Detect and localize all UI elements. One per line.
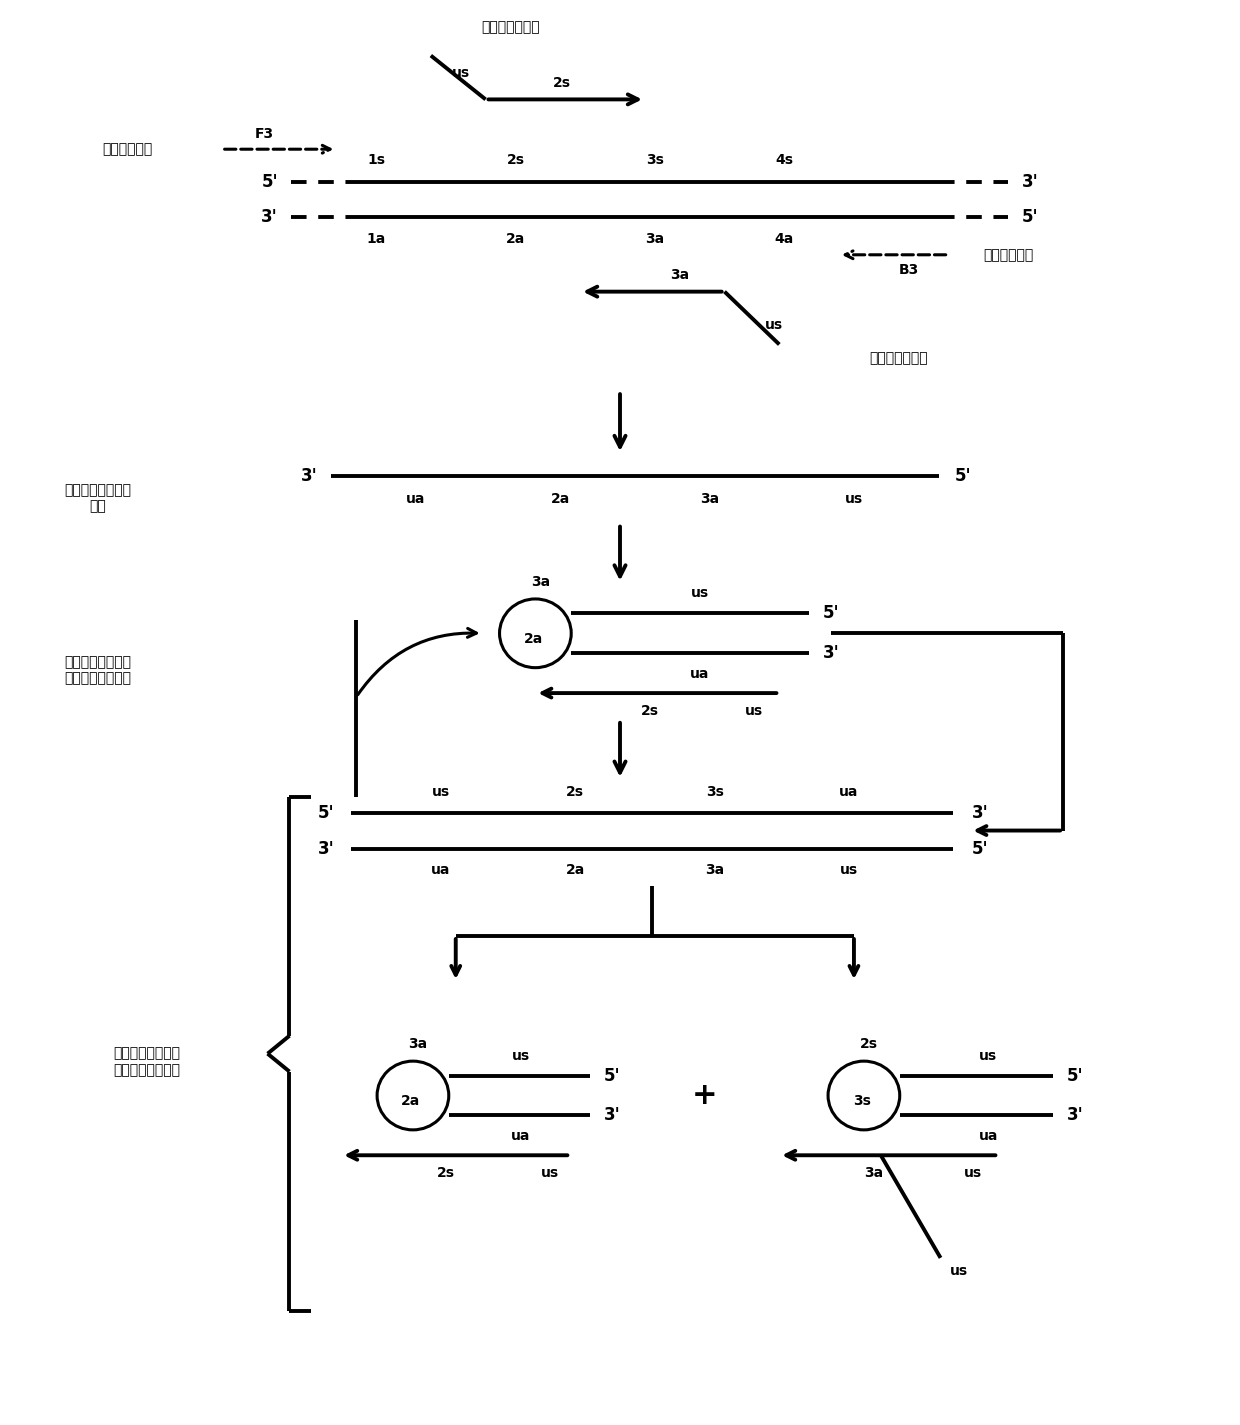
Text: 5': 5' bbox=[955, 467, 972, 485]
Text: 3s: 3s bbox=[853, 1094, 870, 1109]
Text: 3s: 3s bbox=[646, 152, 663, 167]
Text: B3: B3 bbox=[899, 262, 919, 276]
Text: 3a: 3a bbox=[706, 864, 724, 878]
Text: 正向剔离引物: 正向剔离引物 bbox=[102, 142, 153, 157]
Text: us: us bbox=[765, 318, 784, 332]
Text: 3': 3' bbox=[317, 841, 335, 858]
Text: 2s: 2s bbox=[436, 1166, 455, 1180]
Text: us: us bbox=[511, 1049, 529, 1063]
Text: 3a: 3a bbox=[531, 574, 549, 589]
Text: 正向内扩增引物: 正向内扩增引物 bbox=[481, 21, 539, 34]
Text: 3': 3' bbox=[262, 208, 278, 227]
Text: 3': 3' bbox=[972, 804, 988, 822]
Text: us: us bbox=[432, 785, 450, 798]
Text: 5': 5' bbox=[822, 604, 839, 623]
Text: 反向内扩增引物: 反向内扩增引物 bbox=[869, 352, 928, 365]
Text: 3a: 3a bbox=[701, 492, 719, 506]
Text: ua: ua bbox=[407, 492, 425, 506]
Text: 1a: 1a bbox=[367, 232, 386, 247]
Text: 2a: 2a bbox=[523, 633, 543, 647]
Text: 3a: 3a bbox=[864, 1166, 883, 1180]
Text: us: us bbox=[980, 1049, 997, 1063]
Text: 3': 3' bbox=[1022, 172, 1039, 191]
Text: 3': 3' bbox=[822, 644, 839, 663]
Text: 内扩增引物产物介
导的扩增反应过程: 内扩增引物产物介 导的扩增反应过程 bbox=[114, 1046, 181, 1077]
Text: us: us bbox=[691, 587, 709, 600]
Text: us: us bbox=[451, 66, 470, 80]
Text: 3': 3' bbox=[1066, 1106, 1084, 1124]
Text: 5': 5' bbox=[972, 841, 988, 858]
Text: 5': 5' bbox=[1022, 208, 1038, 227]
Text: 4s: 4s bbox=[775, 152, 794, 167]
Text: 反向剔离引物: 反向剔离引物 bbox=[983, 248, 1034, 262]
Text: 2a: 2a bbox=[402, 1094, 420, 1109]
Text: 3': 3' bbox=[604, 1106, 620, 1124]
Text: 2s: 2s bbox=[859, 1037, 878, 1050]
Text: 2a: 2a bbox=[506, 232, 525, 247]
Text: ua: ua bbox=[432, 864, 450, 878]
Text: ua: ua bbox=[839, 785, 858, 798]
Text: 2s: 2s bbox=[641, 704, 658, 718]
Text: 5': 5' bbox=[262, 172, 278, 191]
Text: ua: ua bbox=[689, 667, 709, 681]
Text: 5': 5' bbox=[317, 804, 335, 822]
Text: 3': 3' bbox=[301, 467, 317, 485]
Text: 2a: 2a bbox=[565, 864, 585, 878]
Text: 内扩增引物产物所
形成的发夹式结构: 内扩增引物产物所 形成的发夹式结构 bbox=[63, 656, 131, 685]
Text: 3s: 3s bbox=[706, 785, 723, 798]
Text: 5': 5' bbox=[604, 1066, 620, 1084]
Text: 1s: 1s bbox=[367, 152, 386, 167]
Text: 2s: 2s bbox=[553, 77, 572, 90]
Text: 2a: 2a bbox=[551, 492, 570, 506]
Text: us: us bbox=[950, 1264, 967, 1278]
Text: us: us bbox=[844, 492, 863, 506]
Text: us: us bbox=[745, 704, 764, 718]
Text: 3a: 3a bbox=[408, 1037, 428, 1050]
Text: us: us bbox=[965, 1166, 982, 1180]
Text: ua: ua bbox=[978, 1130, 998, 1143]
Text: 5': 5' bbox=[1066, 1066, 1084, 1084]
Text: us: us bbox=[541, 1166, 559, 1180]
Text: ua: ua bbox=[511, 1130, 531, 1143]
Text: +: + bbox=[692, 1082, 718, 1110]
Text: 3a: 3a bbox=[645, 232, 665, 247]
Text: us: us bbox=[839, 864, 858, 878]
Text: 2s: 2s bbox=[567, 785, 584, 798]
Text: 4a: 4a bbox=[775, 232, 794, 247]
Text: F3: F3 bbox=[255, 127, 274, 141]
Text: 3a: 3a bbox=[670, 268, 689, 282]
Text: 内扩增引物的扩增
产物: 内扩增引物的扩增 产物 bbox=[63, 483, 131, 513]
Text: 2s: 2s bbox=[506, 152, 525, 167]
